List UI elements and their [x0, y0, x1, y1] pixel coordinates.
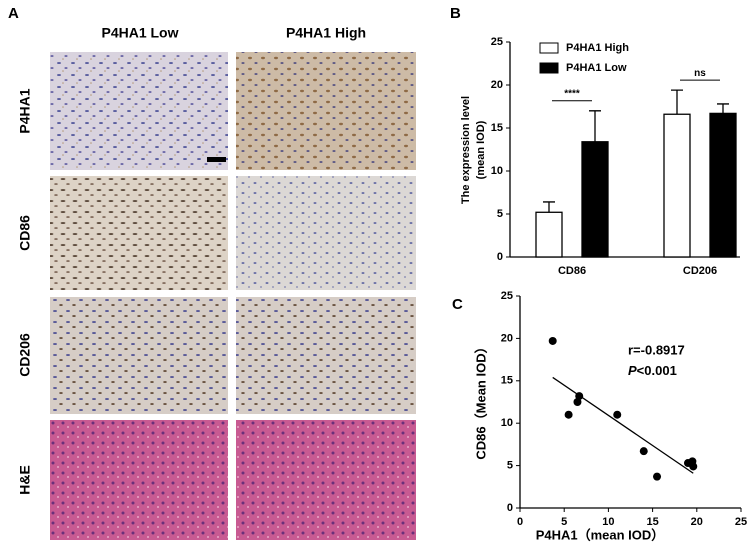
y-axis-label: CD86（Mean IOD） — [473, 340, 488, 459]
significance-label: ns — [694, 68, 706, 79]
x-tick-label: 20 — [691, 516, 703, 528]
bar — [581, 141, 609, 258]
legend-label: P4HA1 High — [566, 42, 629, 54]
stat-label: P<0.001 — [628, 363, 677, 378]
legend-swatch — [539, 62, 559, 74]
point — [564, 410, 573, 419]
bar — [663, 113, 691, 258]
micrograph — [50, 52, 228, 170]
x-tick-label: 5 — [561, 516, 567, 528]
micrograph — [236, 52, 416, 170]
y-tick-label: 0 — [497, 251, 503, 263]
y-axis-label: (mean IOD) — [475, 120, 487, 179]
error-bar — [543, 201, 555, 213]
y-tick-label: 5 — [507, 460, 513, 472]
stat-label: r=-0.8917 — [628, 342, 685, 357]
row-label: H&E — [17, 465, 33, 495]
x-tick-label: 10 — [602, 516, 614, 528]
y-tick-label: 20 — [501, 332, 513, 344]
x-tick-label: 0 — [517, 516, 523, 528]
micrograph — [50, 297, 228, 414]
y-tick-label: 15 — [501, 375, 513, 387]
x-tick-label: 15 — [646, 516, 658, 528]
y-axis-label: The expression level — [460, 96, 472, 204]
column-label: P4HA1 High — [286, 25, 366, 41]
row-label: CD86 — [17, 215, 33, 251]
stat-label-italic: P — [628, 363, 637, 378]
y-tick-label: 0 — [507, 502, 513, 514]
y-tick-label: 10 — [501, 417, 513, 429]
y-tick-label: 25 — [491, 36, 503, 48]
row-label: CD206 — [17, 333, 33, 377]
y-tick-label: 25 — [501, 290, 513, 302]
point — [548, 336, 557, 345]
micrograph — [236, 420, 416, 540]
column-label: P4HA1 Low — [101, 25, 178, 41]
scale-bar — [207, 157, 226, 162]
point — [613, 410, 622, 419]
legend-label: P4HA1 Low — [566, 62, 627, 74]
error-bar — [589, 110, 601, 142]
bar — [535, 211, 563, 258]
fit-line — [552, 376, 694, 474]
micrograph — [236, 176, 416, 290]
panel-label: A — [8, 5, 19, 22]
panel-label: B — [450, 5, 461, 22]
y-tick-label: 20 — [491, 79, 503, 91]
significance-label: **** — [564, 88, 580, 99]
bar — [709, 112, 737, 258]
micrograph — [236, 297, 416, 414]
y-tick-label: 15 — [491, 122, 503, 134]
x-tick-label: CD86 — [558, 265, 586, 277]
panel-label: C — [452, 296, 463, 313]
point — [575, 392, 584, 401]
micrograph — [50, 176, 228, 290]
row-label: P4HA1 — [17, 88, 33, 133]
y-tick-label: 10 — [491, 165, 503, 177]
point — [639, 447, 648, 456]
x-tick-label: 25 — [735, 516, 747, 528]
stat-label-rest: <0.001 — [637, 363, 677, 378]
point — [653, 472, 662, 481]
micrograph — [50, 420, 228, 540]
legend-swatch — [539, 42, 559, 54]
point — [689, 462, 698, 471]
y-tick-label: 5 — [497, 208, 503, 220]
error-bar — [717, 103, 729, 114]
x-axis-label: P4HA1（mean IOD） — [536, 527, 665, 542]
x-tick-label: CD206 — [683, 265, 717, 277]
error-bar — [671, 89, 683, 115]
